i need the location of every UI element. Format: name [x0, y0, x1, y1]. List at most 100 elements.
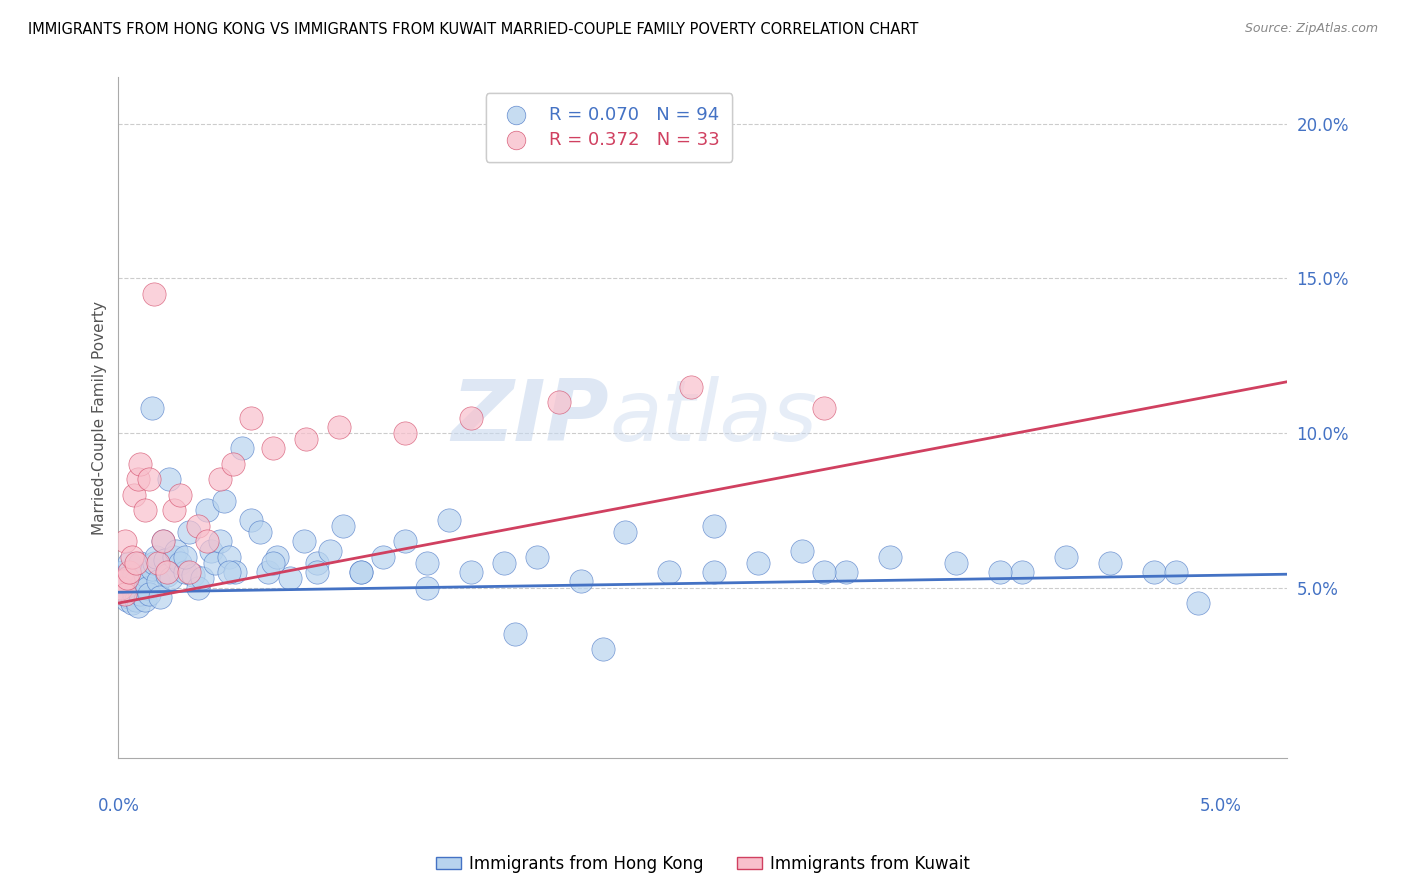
Point — [1187, 596, 1209, 610]
Point — [239, 410, 262, 425]
Point — [183, 568, 205, 582]
Point — [332, 518, 354, 533]
Point — [129, 587, 152, 601]
Point — [231, 442, 253, 456]
Point — [224, 565, 246, 579]
Point — [813, 401, 835, 416]
Point — [195, 503, 218, 517]
Point — [165, 543, 187, 558]
Point — [681, 379, 703, 393]
Point — [350, 565, 373, 579]
Point — [945, 556, 967, 570]
Point — [187, 518, 209, 533]
Text: atlas: atlas — [609, 376, 817, 459]
Point — [437, 513, 460, 527]
Point — [114, 571, 136, 585]
Point — [1011, 565, 1033, 579]
Point — [111, 587, 134, 601]
Point — [114, 534, 136, 549]
Point — [249, 524, 271, 539]
Point — [169, 556, 191, 570]
Point — [111, 574, 134, 589]
Point — [747, 556, 769, 570]
Point — [134, 503, 156, 517]
Point — [134, 593, 156, 607]
Point — [416, 581, 439, 595]
Point — [416, 556, 439, 570]
Point — [141, 401, 163, 416]
Point — [162, 503, 184, 517]
Point — [294, 432, 316, 446]
Point — [125, 556, 148, 570]
Point — [138, 472, 160, 486]
Point — [145, 549, 167, 564]
Text: 5.0%: 5.0% — [1199, 797, 1241, 814]
Point — [177, 565, 200, 579]
Point — [156, 568, 179, 582]
Point — [121, 549, 143, 564]
Point — [191, 571, 214, 585]
Point — [117, 593, 139, 607]
Point — [394, 425, 416, 440]
Point — [134, 568, 156, 582]
Point — [142, 286, 165, 301]
Point — [110, 574, 132, 589]
Point — [328, 420, 350, 434]
Point — [117, 581, 139, 595]
Point — [702, 565, 724, 579]
Point — [173, 565, 195, 579]
Point — [503, 627, 526, 641]
Point — [262, 556, 284, 570]
Point — [266, 549, 288, 564]
Point — [127, 599, 149, 614]
Point — [239, 513, 262, 527]
Legend: R = 0.070   N = 94, R = 0.372   N = 33: R = 0.070 N = 94, R = 0.372 N = 33 — [486, 94, 733, 161]
Text: Source: ZipAtlas.com: Source: ZipAtlas.com — [1244, 22, 1378, 36]
Point — [257, 565, 280, 579]
Point — [208, 472, 231, 486]
Point — [149, 590, 172, 604]
Point — [702, 518, 724, 533]
Point — [127, 581, 149, 595]
Point — [371, 549, 394, 564]
Point — [494, 556, 516, 570]
Point — [548, 395, 571, 409]
Point — [835, 565, 858, 579]
Point — [218, 549, 240, 564]
Point — [195, 534, 218, 549]
Point — [111, 565, 134, 579]
Point — [129, 457, 152, 471]
Point — [156, 565, 179, 579]
Point — [121, 577, 143, 591]
Point — [122, 587, 145, 601]
Point — [658, 565, 681, 579]
Point — [177, 524, 200, 539]
Point — [187, 581, 209, 595]
Point — [152, 534, 174, 549]
Point — [110, 581, 132, 595]
Point — [218, 565, 240, 579]
Point — [305, 565, 328, 579]
Point — [208, 534, 231, 549]
Point — [1166, 565, 1188, 579]
Point — [114, 587, 136, 601]
Point — [222, 457, 245, 471]
Point — [173, 549, 195, 564]
Point — [122, 568, 145, 582]
Legend: Immigrants from Hong Kong, Immigrants from Kuwait: Immigrants from Hong Kong, Immigrants fr… — [429, 848, 977, 880]
Text: ZIP: ZIP — [451, 376, 609, 459]
Point — [569, 574, 592, 589]
Point — [153, 553, 176, 567]
Point — [125, 574, 148, 589]
Point — [350, 565, 373, 579]
Point — [1054, 549, 1077, 564]
Point — [129, 556, 152, 570]
Text: IMMIGRANTS FROM HONG KONG VS IMMIGRANTS FROM KUWAIT MARRIED-COUPLE FAMILY POVERT: IMMIGRANTS FROM HONG KONG VS IMMIGRANTS … — [28, 22, 918, 37]
Point — [1099, 556, 1122, 570]
Point — [879, 549, 901, 564]
Point — [813, 565, 835, 579]
Point — [212, 494, 235, 508]
Point — [157, 472, 180, 486]
Point — [118, 556, 141, 570]
Point — [118, 590, 141, 604]
